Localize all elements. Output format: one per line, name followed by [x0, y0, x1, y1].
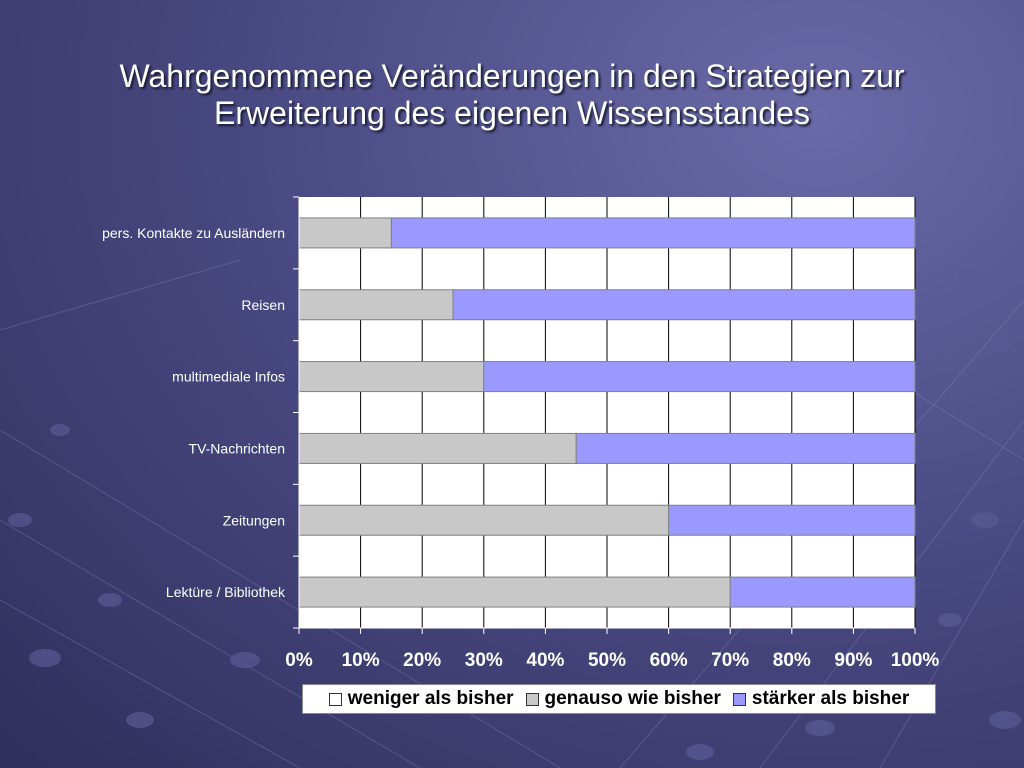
legend-swatch-genauso	[525, 692, 539, 706]
legend-swatch-weniger	[328, 692, 342, 706]
slide-title-line-1: Wahrgenommene Veränderungen in den Strat…	[119, 58, 905, 94]
bar-segment	[298, 576, 731, 608]
bar-segment	[298, 432, 577, 464]
category-label: Reisen	[241, 297, 285, 313]
bar-segment	[298, 504, 670, 536]
x-tick-label: 30%	[465, 650, 503, 671]
category-label: Zeitungen	[223, 512, 285, 528]
legend-label-genauso: genauso wie bisher	[544, 688, 721, 709]
bar-segment	[298, 289, 454, 321]
bar-segment	[575, 432, 916, 464]
x-tick-label: 80%	[773, 650, 811, 671]
chart-legend: weniger als bisher genauso wie bisher st…	[302, 684, 936, 714]
bar-segment	[390, 217, 916, 249]
x-tick-label: 0%	[285, 650, 313, 671]
bar-segment	[483, 361, 916, 393]
x-tick-label: 70%	[711, 650, 749, 671]
x-tick-label: 90%	[834, 650, 872, 671]
legend-label-staerker: stärker als bisher	[751, 688, 910, 709]
bar-segment	[668, 504, 916, 536]
legend-item-genauso: genauso wie bisher	[525, 688, 721, 710]
x-tick-label: 60%	[650, 650, 688, 671]
x-tick-label: 10%	[342, 650, 380, 671]
legend-item-staerker: stärker als bisher	[732, 688, 910, 710]
category-label: Lektüre / Bibliothek	[166, 584, 286, 600]
x-tick-label: 20%	[403, 650, 441, 671]
category-label: TV-Nachrichten	[189, 440, 285, 456]
x-tick-label: 50%	[588, 650, 626, 671]
x-tick-label: 100%	[891, 650, 940, 671]
category-label: multimediale Infos	[172, 369, 285, 385]
slide-title: Wahrgenommene Veränderungen in den Strat…	[40, 58, 984, 132]
bar-segment	[452, 289, 916, 321]
bar-segment	[298, 361, 485, 393]
legend-swatch-staerker	[732, 692, 746, 706]
legend-item-weniger: weniger als bisher	[328, 688, 514, 710]
slide-title-line-2: Erweiterung des eigenen Wissensstandes	[214, 95, 810, 131]
category-label: pers. Kontakte zu Ausländern	[102, 225, 285, 241]
legend-label-weniger: weniger als bisher	[347, 688, 514, 709]
bar-segment	[729, 576, 916, 608]
bar-segment	[298, 217, 392, 249]
x-tick-label: 40%	[526, 650, 564, 671]
